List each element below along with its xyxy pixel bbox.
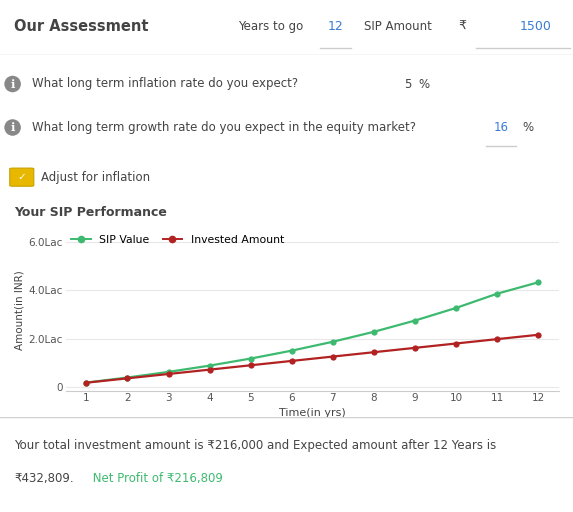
- Invested Amount: [453, 340, 460, 347]
- Text: Our Assessment: Our Assessment: [14, 19, 149, 34]
- Invested Amount: [370, 349, 377, 355]
- Invested Amount: [411, 345, 418, 351]
- Legend: SIP Value, Invested Amount: SIP Value, Invested Amount: [71, 235, 284, 245]
- SIP Value: [165, 369, 172, 375]
- Invested Amount: [329, 353, 336, 359]
- SIP Value: [493, 291, 501, 297]
- Invested Amount: [124, 375, 131, 381]
- Invested Amount: [535, 332, 541, 338]
- SIP Value: [206, 362, 213, 369]
- Text: What long term growth rate do you expect in the equity market?: What long term growth rate do you expect…: [32, 121, 415, 134]
- Text: ℹ: ℹ: [10, 121, 15, 134]
- Text: 5: 5: [404, 77, 411, 91]
- Invested Amount: [83, 379, 90, 386]
- Text: Your SIP Performance: Your SIP Performance: [14, 206, 167, 219]
- FancyBboxPatch shape: [10, 168, 34, 186]
- Text: %: %: [523, 121, 533, 134]
- Text: What long term inflation rate do you expect?: What long term inflation rate do you exp…: [32, 77, 297, 91]
- Text: 1500: 1500: [520, 20, 552, 33]
- SIP Value: [83, 379, 90, 386]
- Invested Amount: [206, 367, 213, 373]
- Text: SIP Amount: SIP Amount: [364, 20, 431, 33]
- Text: Net Profit of ₹216,809: Net Profit of ₹216,809: [89, 472, 223, 485]
- Invested Amount: [493, 336, 501, 342]
- Line: Invested Amount: Invested Amount: [83, 332, 541, 386]
- SIP Value: [411, 317, 418, 324]
- Invested Amount: [165, 371, 172, 377]
- Line: SIP Value: SIP Value: [83, 279, 541, 386]
- Text: ₹: ₹: [458, 20, 466, 33]
- Text: ₹432,809.: ₹432,809.: [14, 472, 74, 485]
- Invested Amount: [248, 362, 254, 368]
- SIP Value: [248, 355, 254, 361]
- SIP Value: [535, 279, 541, 285]
- SIP Value: [288, 348, 295, 354]
- SIP Value: [124, 374, 131, 380]
- SIP Value: [329, 338, 336, 345]
- SIP Value: [453, 305, 460, 311]
- Text: %: %: [418, 77, 429, 91]
- X-axis label: Time(in yrs): Time(in yrs): [279, 408, 346, 418]
- Text: ℹ: ℹ: [10, 77, 15, 91]
- Y-axis label: Amount(in INR): Amount(in INR): [14, 270, 25, 350]
- Invested Amount: [288, 358, 295, 364]
- Text: ✓: ✓: [17, 172, 26, 182]
- Text: Your total investment amount is ₹216,000 and Expected amount after 12 Years is: Your total investment amount is ₹216,000…: [14, 439, 497, 452]
- Text: Years to go: Years to go: [238, 20, 303, 33]
- Text: Adjust for inflation: Adjust for inflation: [41, 170, 150, 184]
- SIP Value: [370, 329, 377, 335]
- Text: 12: 12: [327, 20, 343, 33]
- Text: 16: 16: [494, 121, 509, 134]
